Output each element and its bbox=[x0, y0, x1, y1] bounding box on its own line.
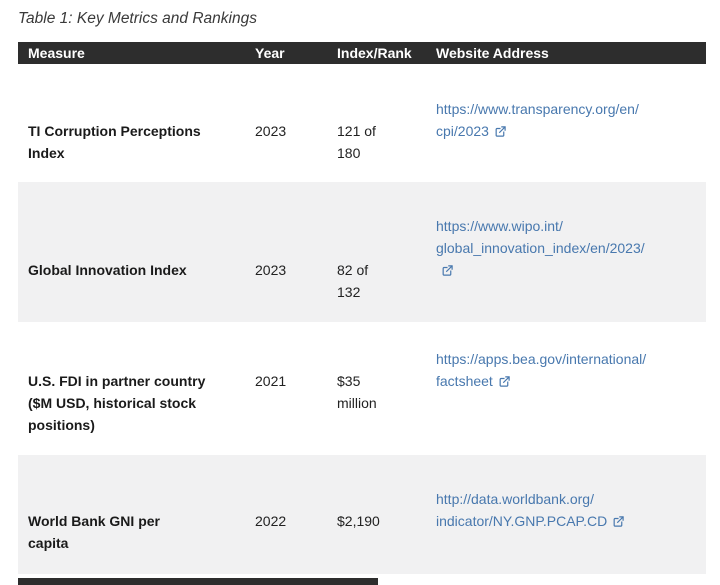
measure-text: Global Innovation Index bbox=[28, 262, 187, 278]
year-text: 2023 bbox=[255, 123, 287, 139]
website-url-text[interactable]: http://data.worldbank.org/ indicator/NY.… bbox=[436, 491, 608, 529]
index-rank-text: $35 million bbox=[337, 373, 377, 411]
website-address-cell: http://data.worldbank.org/ indicator/NY.… bbox=[426, 455, 706, 574]
column-header-measure: Measure bbox=[18, 42, 245, 64]
next-table-header-partial bbox=[18, 578, 378, 585]
index-rank-cell: $35 million bbox=[327, 322, 426, 455]
table-row: Global Innovation Index 2023 82 of 132 h… bbox=[18, 182, 706, 322]
website-address-cell: https://www.wipo.int/ global_innovation_… bbox=[426, 182, 706, 322]
year-text: 2023 bbox=[255, 262, 287, 278]
website-url-text[interactable]: https://www.wipo.int/ global_innovation_… bbox=[436, 218, 645, 256]
website-url-text[interactable]: https://www.transparency.org/en/ cpi/202… bbox=[436, 101, 639, 139]
measure-text: U.S. FDI in partner country ($M USD, his… bbox=[28, 373, 206, 433]
measure-text: World Bank GNI per capita bbox=[28, 513, 160, 551]
website-link[interactable]: http://data.worldbank.org/ indicator/NY.… bbox=[436, 488, 625, 532]
index-rank-cell: 82 of 132 bbox=[327, 182, 426, 322]
website-address-cell: https://www.transparency.org/en/ cpi/202… bbox=[426, 64, 706, 182]
measure-cell: TI Corruption Perceptions Index bbox=[18, 64, 245, 182]
website-link[interactable]: https://www.wipo.int/ global_innovation_… bbox=[436, 215, 645, 281]
year-text: 2021 bbox=[255, 373, 287, 389]
table-caption: Table 1: Key Metrics and Rankings bbox=[18, 10, 257, 27]
year-cell: 2023 bbox=[245, 182, 327, 322]
column-header-index-rank: Index/Rank bbox=[327, 42, 426, 64]
index-rank-text: 121 of 180 bbox=[337, 123, 376, 161]
external-link-icon[interactable] bbox=[494, 125, 507, 138]
website-url-text[interactable]: https://apps.bea.gov/international/ fact… bbox=[436, 351, 647, 389]
year-text: 2022 bbox=[255, 513, 287, 529]
table-header-row: Measure Year Index/Rank Website Address bbox=[18, 42, 706, 64]
key-metrics-table: Measure Year Index/Rank Website Address … bbox=[18, 42, 706, 574]
table-row: TI Corruption Perceptions Index 2023 121… bbox=[18, 64, 706, 182]
measure-text: TI Corruption Perceptions Index bbox=[28, 123, 201, 161]
website-link[interactable]: https://www.transparency.org/en/ cpi/202… bbox=[436, 98, 639, 142]
table-row: World Bank GNI per capita 2022 $2,190 ht… bbox=[18, 455, 706, 574]
external-link-icon[interactable] bbox=[612, 515, 625, 528]
measure-cell: World Bank GNI per capita bbox=[18, 455, 245, 574]
index-rank-text: $2,190 bbox=[337, 513, 380, 529]
index-rank-text: 82 of 132 bbox=[337, 262, 369, 300]
year-cell: 2022 bbox=[245, 455, 327, 574]
website-address-cell: https://apps.bea.gov/international/ fact… bbox=[426, 322, 706, 455]
website-link[interactable]: https://apps.bea.gov/international/ fact… bbox=[436, 348, 646, 392]
year-cell: 2023 bbox=[245, 64, 327, 182]
external-link-icon[interactable] bbox=[498, 375, 511, 388]
index-rank-cell: $2,190 bbox=[327, 455, 426, 574]
external-link-icon[interactable] bbox=[441, 264, 454, 277]
table-row: U.S. FDI in partner country ($M USD, his… bbox=[18, 322, 706, 455]
year-cell: 2021 bbox=[245, 322, 327, 455]
measure-cell: Global Innovation Index bbox=[18, 182, 245, 322]
column-header-website-address: Website Address bbox=[426, 42, 706, 64]
index-rank-cell: 121 of 180 bbox=[327, 64, 426, 182]
measure-cell: U.S. FDI in partner country ($M USD, his… bbox=[18, 322, 245, 455]
column-header-year: Year bbox=[245, 42, 327, 64]
